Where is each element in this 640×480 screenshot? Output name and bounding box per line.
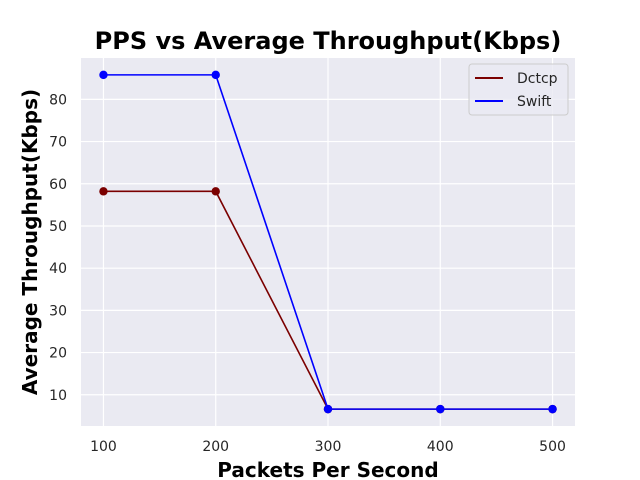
legend: Dctcp Swift [468,63,569,116]
x-tick-label: 500 [539,439,566,455]
x-tick-label: 100 [90,439,117,455]
swift-point [548,404,557,414]
legend-label-dctcp: Dctcp [517,71,558,87]
y-tick-label: 70 [49,135,67,151]
dctcp-point [211,187,220,196]
swift-point [436,404,445,414]
y-tick-label: 30 [49,303,67,319]
legend-label-swift: Swift [517,94,552,110]
swift-point [211,70,220,80]
y-tick-label: 50 [49,219,67,235]
y-tick-label: 20 [49,346,67,362]
chart-title: PPS vs Average Throughput(Kbps) [95,27,562,55]
x-tick-label: 400 [427,439,454,455]
y-tick-label: 10 [49,388,67,404]
series-group [99,70,557,414]
y-tick-label: 80 [49,92,67,108]
grid-lines [81,58,575,426]
x-axis-ticks: 100 200 300 400 500 [90,439,566,455]
swift-point [323,404,333,414]
y-axis-label: Average Throughput(Kbps) [18,89,42,395]
x-tick-label: 200 [202,439,229,455]
legend-box [468,63,569,116]
y-tick-label: 60 [49,177,67,193]
x-axis-label: Packets Per Second [217,458,438,480]
x-tick-label: 300 [315,439,342,455]
y-axis-ticks: 10 20 30 40 50 60 70 80 [49,92,67,403]
y-tick-label: 40 [49,261,67,277]
dctcp-point [99,187,108,196]
swift-point [99,70,108,80]
